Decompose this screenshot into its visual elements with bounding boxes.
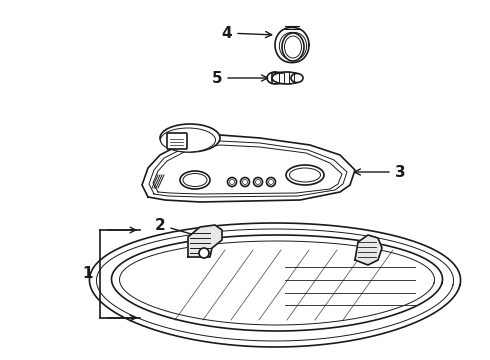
Ellipse shape bbox=[160, 124, 220, 152]
Ellipse shape bbox=[272, 72, 302, 84]
Text: 2: 2 bbox=[155, 217, 201, 238]
Text: 5: 5 bbox=[212, 71, 268, 86]
Ellipse shape bbox=[282, 33, 304, 61]
Polygon shape bbox=[142, 135, 355, 202]
Polygon shape bbox=[89, 223, 461, 347]
Ellipse shape bbox=[180, 171, 210, 189]
Polygon shape bbox=[275, 27, 309, 63]
Ellipse shape bbox=[286, 165, 324, 185]
Text: 3: 3 bbox=[354, 165, 405, 180]
Polygon shape bbox=[355, 235, 382, 265]
Ellipse shape bbox=[183, 174, 207, 186]
Polygon shape bbox=[188, 225, 222, 257]
Circle shape bbox=[255, 180, 261, 185]
Circle shape bbox=[243, 180, 247, 185]
Circle shape bbox=[269, 180, 273, 185]
Text: 1: 1 bbox=[83, 266, 93, 282]
Circle shape bbox=[253, 177, 263, 186]
Circle shape bbox=[199, 248, 209, 258]
Polygon shape bbox=[267, 72, 295, 84]
FancyBboxPatch shape bbox=[167, 133, 187, 149]
Text: 4: 4 bbox=[221, 26, 271, 41]
Circle shape bbox=[227, 177, 237, 186]
Ellipse shape bbox=[291, 73, 303, 82]
Ellipse shape bbox=[285, 36, 301, 58]
Circle shape bbox=[229, 180, 235, 185]
Polygon shape bbox=[112, 235, 442, 331]
Circle shape bbox=[267, 177, 275, 186]
Ellipse shape bbox=[161, 128, 216, 152]
Ellipse shape bbox=[290, 168, 320, 182]
Circle shape bbox=[241, 177, 249, 186]
